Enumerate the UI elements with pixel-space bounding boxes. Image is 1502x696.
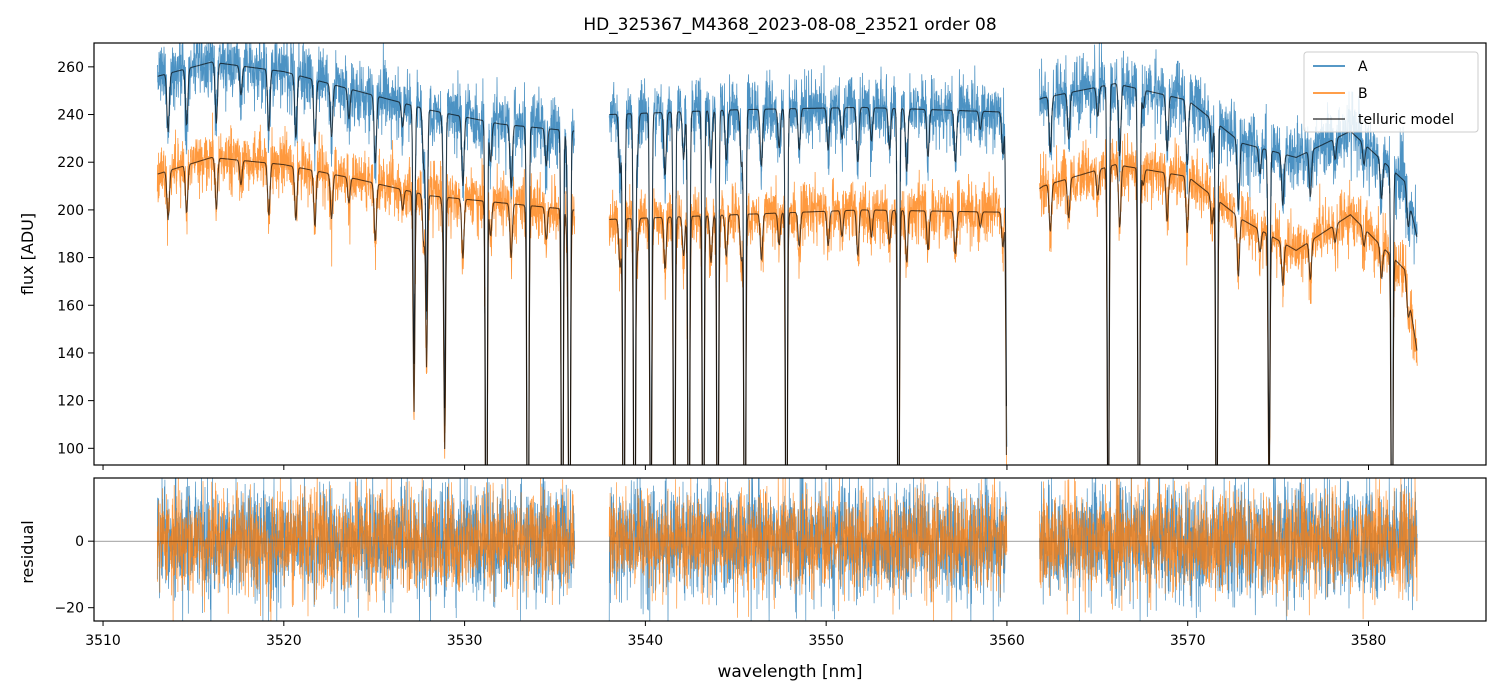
flux-y-tick-label: 160 [57,298,84,314]
residual-y-tick-label: 0 [75,534,84,550]
residual-b-line [608,478,1008,621]
x-tick-label: 3520 [266,633,302,649]
x-tick-label: 3510 [85,633,121,649]
legend-label-a: A [1358,59,1368,75]
flux-y-tick-label: 100 [57,441,84,457]
x-tick-label: 3560 [989,633,1025,649]
series-a-line [1039,43,1418,465]
flux-plot-area [156,43,1418,465]
flux-y-tick-label: 260 [57,60,84,76]
residual-y-ticks: −20 0 [54,534,94,617]
residual-panel: −20 0 3510 3520 3530 3540 3550 3560 3570 3580 re… [18,477,1487,649]
x-tick-label: 3540 [628,633,664,649]
flux-y-tick-label: 120 [57,394,84,410]
flux-y-tick-label: 140 [57,346,84,362]
flux-x-ticks [102,465,1369,470]
flux-y-tick-label: 240 [57,108,84,124]
flux-y-tick-label: 200 [57,203,84,219]
telluric-model-a-line [1039,83,1418,465]
x-axis-label: wavelength [nm] [717,662,862,682]
flux-panel-frame [93,42,1487,466]
legend: A B telluric model [1303,51,1479,133]
flux-y-ticks: 100 120 140 160 180 200 220 240 260 [57,60,94,457]
legend-box [1303,51,1479,133]
residual-panel-frame [93,477,1487,622]
legend-label-b: B [1358,86,1368,102]
residual-plot-area [94,478,1486,621]
x-tick-label: 3530 [447,633,483,649]
x-tick-label: 3570 [1170,633,1206,649]
residual-a-line [608,478,1008,621]
residual-x-ticks: 3510 3520 3530 3540 3550 3560 3570 3580 [85,621,1386,649]
series-a-line [156,43,575,465]
flux-y-tick-label: 220 [57,155,84,171]
flux-y-tick-label: 180 [57,251,84,267]
chart-title: HD_325367_M4368_2023-08-08_23521 order 0… [583,15,996,35]
x-tick-label: 3550 [808,633,844,649]
legend-label-telluric-model: telluric model [1358,112,1454,128]
telluric-model-b-line [1039,164,1418,465]
residual-b-line [156,478,576,621]
telluric-model-b-line [609,209,1007,465]
residual-y-axis-label: residual [18,520,37,583]
residual-y-tick-label: −20 [54,601,84,617]
series-b-line [1039,132,1418,465]
x-tick-label: 3580 [1351,633,1387,649]
flux-y-axis-label: flux [ADU] [18,213,37,295]
flux-panel: 100 120 140 160 180 200 220 240 260 flux [ADU] [18,42,1487,470]
series-b-line [156,112,576,465]
telluric-model-a-line [157,61,575,465]
residual-b-line [1039,478,1418,620]
telluric-model-b-line [157,156,575,465]
series-b-line [608,169,1007,465]
